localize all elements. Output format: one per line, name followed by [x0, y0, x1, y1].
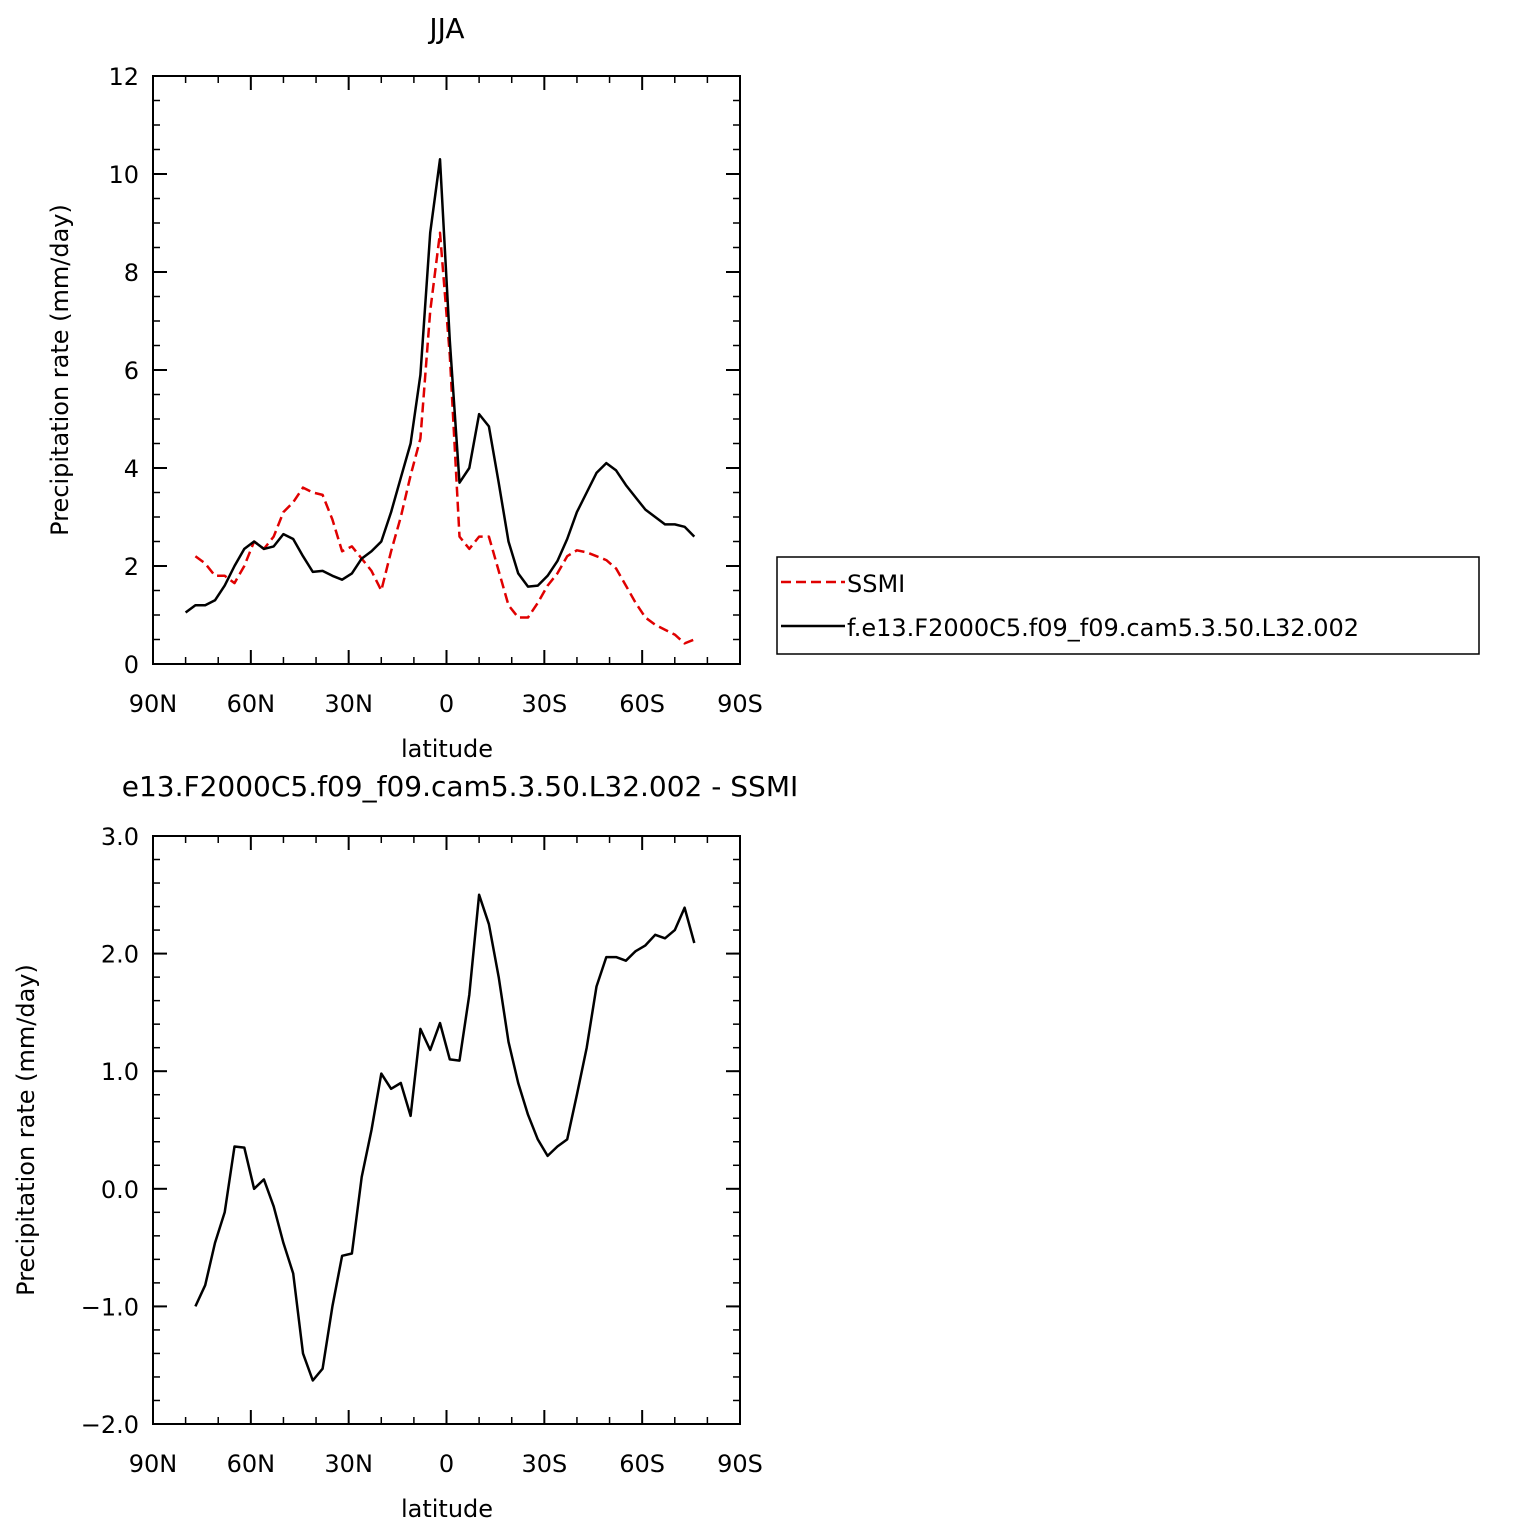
- top-series-line-ssmi: [194, 231, 695, 645]
- legend-label-ssmi: SSMI: [847, 570, 905, 598]
- bottom-y-tick-label: 0.0: [101, 1176, 139, 1204]
- bottom-y-tick-label: 3.0: [101, 823, 139, 851]
- top-y-axis-label: Precipitation rate (mm/day): [46, 204, 74, 536]
- bottom-y-tick-label: −2.0: [81, 1411, 139, 1439]
- bottom-series-line-difference: [194, 893, 696, 1382]
- top-x-tick-label: 60S: [619, 690, 665, 718]
- top-chart-title: JJA: [427, 12, 464, 45]
- bottom-x-tick-label: 90N: [129, 1450, 178, 1478]
- bottom-x-axis-label: latitude: [401, 1495, 493, 1523]
- legend: SSMI f.e13.F2000C5.f09_f09.cam5.3.50.L32…: [776, 556, 1480, 655]
- bottom-y-tick-label: 2.0: [101, 941, 139, 969]
- bottom-series-group: [194, 893, 696, 1382]
- top-x-tick-label: 90S: [717, 690, 763, 718]
- top-x-tick-label: 0: [439, 690, 454, 718]
- bottom-plot-frame: [152, 835, 741, 1425]
- bottom-x-tick-label: 90S: [717, 1450, 763, 1478]
- bottom-x-tick-label: 60S: [619, 1450, 665, 1478]
- top-x-tick-label: 30S: [521, 690, 567, 718]
- top-x-axis-label: latitude: [401, 735, 493, 763]
- bottom-y-axis-label: Precipitation rate (mm/day): [12, 964, 40, 1296]
- top-series-group: [184, 158, 696, 645]
- top-y-tick-label: 4: [124, 455, 139, 483]
- bottom-x-tick-label: 60N: [227, 1450, 276, 1478]
- top-chart-panel: JJA 90N 60N 30N 0 30S 60S 90S 0 2 4 6 8 10 12 latitud…: [46, 12, 763, 763]
- bottom-chart-panel: e13.F2000C5.f09_f09.cam5.3.50.L32.002 - …: [12, 770, 798, 1523]
- legend-label-model: f.e13.F2000C5.f09_f09.cam5.3.50.L32.002: [847, 614, 1359, 642]
- top-x-tick-label: 30N: [324, 690, 373, 718]
- top-x-tick-label: 90N: [129, 690, 178, 718]
- legend-box: [776, 556, 1480, 655]
- bottom-x-tick-label: 30N: [324, 1450, 373, 1478]
- top-y-tick-label: 10: [108, 161, 139, 189]
- bottom-ticks-group: 90N 60N 30N 0 30S 60S 90S −2.0 −1.0 0.0 1.0 2.0 3.0: [81, 823, 763, 1478]
- top-series-line-model: [184, 158, 696, 614]
- top-y-tick-label: 6: [124, 357, 139, 385]
- bottom-x-tick-label: 30S: [521, 1450, 567, 1478]
- bottom-x-tick-label: 0: [439, 1450, 454, 1478]
- top-y-tick-label: 0: [124, 651, 139, 679]
- top-y-tick-label: 12: [108, 63, 139, 91]
- bottom-chart-title: e13.F2000C5.f09_f09.cam5.3.50.L32.002 - …: [122, 770, 798, 803]
- bottom-y-tick-label: 1.0: [101, 1058, 139, 1086]
- top-y-tick-label: 8: [124, 259, 139, 287]
- top-y-tick-label: 2: [124, 553, 139, 581]
- top-plot-frame: [152, 75, 741, 665]
- top-ticks-group: 90N 60N 30N 0 30S 60S 90S 0 2 4 6 8 10 12: [108, 63, 762, 718]
- bottom-y-tick-label: −1.0: [81, 1293, 139, 1321]
- top-x-tick-label: 60N: [227, 690, 276, 718]
